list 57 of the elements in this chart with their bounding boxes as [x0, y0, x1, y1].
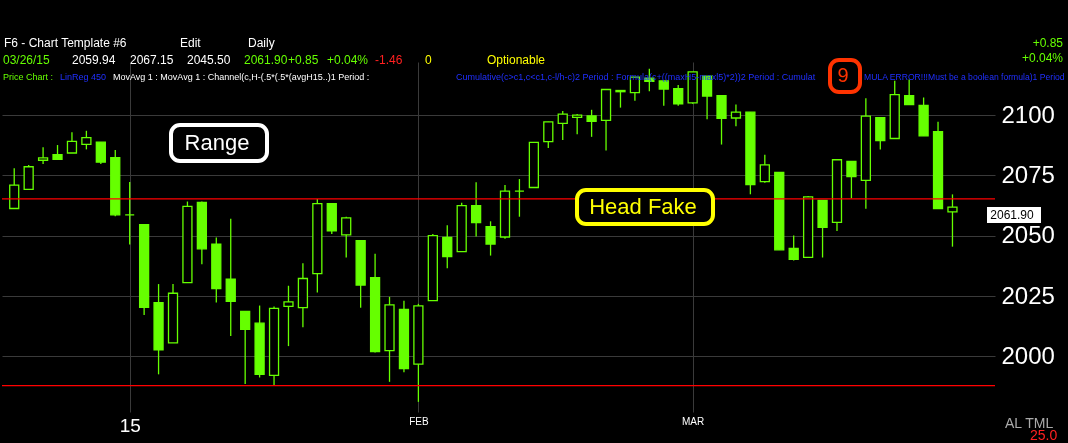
x-tick-label: MAR — [682, 415, 705, 427]
candlestick — [341, 216, 352, 259]
candlestick — [37, 146, 49, 165]
annotation: 2061.90 — [244, 53, 288, 67]
annotation: 9 — [837, 64, 849, 86]
annotation: 03/26/15 — [3, 53, 51, 67]
x-tick-label: 15 — [119, 414, 141, 436]
candlestick — [66, 131, 78, 154]
candlestick — [442, 224, 453, 269]
y-tick-label: 2025 — [1001, 281, 1055, 309]
candlestick — [658, 80, 669, 107]
annotation: LinReg 450 — [60, 72, 107, 82]
annotation: Range — [184, 130, 250, 155]
candlestick — [485, 220, 496, 257]
annotation: Head Fake — [589, 194, 697, 219]
candlestick — [240, 310, 251, 385]
annotation: +0.04% — [327, 53, 369, 67]
text: +0.04% — [1021, 51, 1064, 65]
candlestick — [9, 167, 20, 210]
annotation: 2059.94 — [72, 53, 116, 67]
y-tick-label: 2000 — [1001, 341, 1055, 369]
candlestick — [673, 84, 684, 107]
annotation: Optionable — [487, 53, 546, 67]
candlestick — [470, 181, 482, 238]
candlestick — [543, 121, 554, 149]
text: 2061.90 — [990, 208, 1035, 222]
candlestick — [586, 109, 597, 138]
candlestick — [225, 218, 236, 337]
annotation: Price Chart : — [3, 72, 54, 82]
y-tick-label: 2100 — [1001, 100, 1055, 128]
candlestick — [716, 94, 727, 146]
candlestick — [283, 285, 294, 347]
candlestick — [81, 130, 92, 151]
annotation: -1.46 — [375, 53, 403, 67]
candlestick — [875, 117, 886, 151]
candlestick — [23, 164, 34, 191]
annotation: MULA ERROR!!!Must be a boolean formula)1 Period — [864, 72, 1065, 82]
candlestick — [95, 141, 106, 165]
text: +0.85 — [1032, 36, 1064, 50]
text: Edit — [180, 36, 202, 50]
candlestick — [904, 78, 915, 106]
text: Daily — [248, 36, 275, 50]
candlestick — [730, 103, 742, 127]
x-tick-label: FEB — [409, 415, 429, 427]
annotation: MovAvg 1 : MovAvg 1 : Channel(c,H-(.5*(.5*(avgH15..)1 Period : — [113, 72, 370, 82]
annotation: 2067.15 — [130, 53, 174, 67]
annotation: 2045.50 — [187, 53, 231, 67]
text: F6 - Chart Template #6 — [4, 36, 127, 50]
annotation: 0 — [425, 53, 432, 67]
y-tick-label: 2075 — [1001, 160, 1055, 188]
y-tick-label: 2050 — [1001, 221, 1055, 249]
candlestick — [788, 234, 799, 262]
candlestick — [557, 110, 568, 141]
candlestick — [846, 160, 857, 200]
annotation: +0.85 — [288, 53, 319, 67]
candlestick — [947, 193, 958, 248]
candlestick — [759, 154, 770, 184]
